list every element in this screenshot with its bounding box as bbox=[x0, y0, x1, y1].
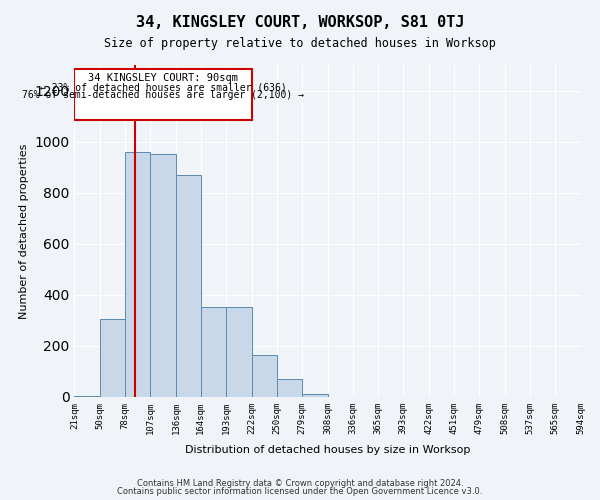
Text: 34, KINGSLEY COURT, WORKSOP, S81 0TJ: 34, KINGSLEY COURT, WORKSOP, S81 0TJ bbox=[136, 15, 464, 30]
Bar bbox=[125, 152, 151, 397]
Bar bbox=[151, 154, 176, 397]
Text: Contains HM Land Registry data © Crown copyright and database right 2024.: Contains HM Land Registry data © Crown c… bbox=[137, 478, 463, 488]
Text: 76% of semi-detached houses are larger (2,100) →: 76% of semi-detached houses are larger (… bbox=[22, 90, 304, 100]
Text: ← 23% of detached houses are smaller (636): ← 23% of detached houses are smaller (63… bbox=[40, 82, 287, 92]
Bar bbox=[74, 396, 100, 397]
Bar bbox=[302, 394, 328, 397]
Bar bbox=[277, 379, 302, 397]
Bar bbox=[100, 319, 125, 397]
Y-axis label: Number of detached properties: Number of detached properties bbox=[19, 143, 29, 318]
Text: Size of property relative to detached houses in Worksop: Size of property relative to detached ho… bbox=[104, 38, 496, 51]
Bar bbox=[176, 174, 201, 397]
Bar bbox=[201, 308, 226, 397]
Text: Contains public sector information licensed under the Open Government Licence v3: Contains public sector information licen… bbox=[118, 487, 482, 496]
FancyBboxPatch shape bbox=[74, 69, 252, 120]
Bar bbox=[226, 308, 252, 397]
Text: 34 KINGSLEY COURT: 90sqm: 34 KINGSLEY COURT: 90sqm bbox=[88, 74, 238, 84]
X-axis label: Distribution of detached houses by size in Worksop: Distribution of detached houses by size … bbox=[185, 445, 470, 455]
Bar bbox=[252, 354, 277, 397]
